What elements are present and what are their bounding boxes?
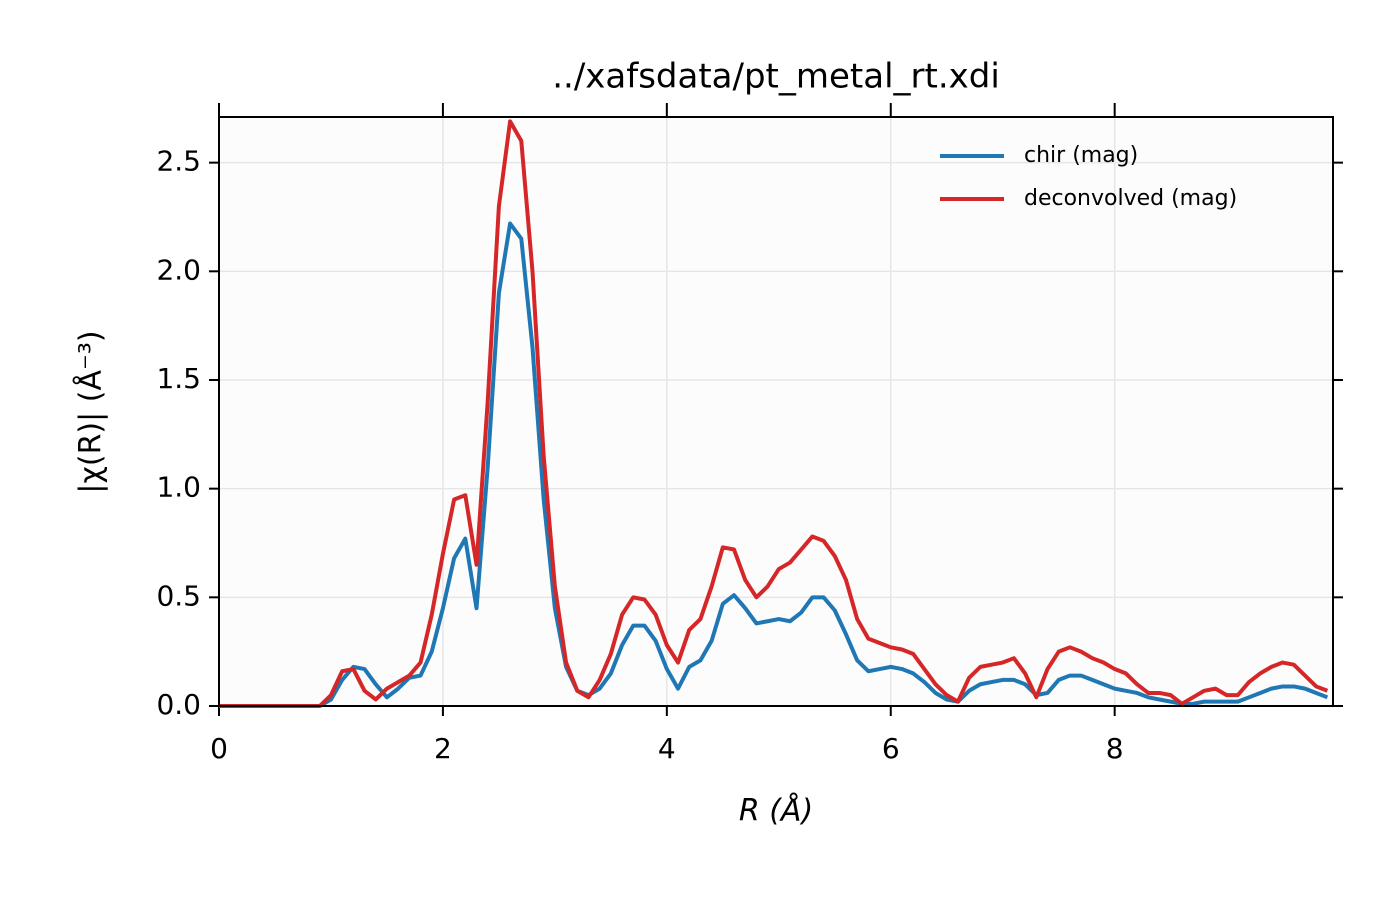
legend-label: deconvolved (mag): [1024, 186, 1237, 211]
x-tick-label: 6: [882, 732, 900, 765]
data-line: [219, 119, 1329, 708]
x-tick-label: 4: [658, 732, 676, 765]
data-line: [219, 221, 1329, 708]
y-tick-label: 2.5: [156, 145, 201, 178]
x-axis-label: R (Å): [739, 793, 813, 829]
chart-title: ../xafsdata/pt_metal_rt.xdi: [552, 57, 1000, 97]
y-tick-label: 1.0: [156, 471, 201, 504]
plot-frame: [218, 116, 1334, 707]
y-tick-label: 1.5: [156, 362, 201, 395]
x-tick-label: 0: [210, 732, 228, 765]
x-tick-label: 8: [1106, 732, 1124, 765]
plot-area: [219, 117, 1333, 706]
y-tick-label: 2.0: [156, 253, 201, 286]
y-tick-label: 0.5: [156, 579, 201, 612]
y-tick-label: 0.0: [156, 688, 201, 721]
y-axis-label: |χ(R)| (Å⁻³): [73, 330, 109, 493]
x-tick-label: 2: [434, 732, 452, 765]
legend-label: chir (mag): [1024, 143, 1138, 168]
